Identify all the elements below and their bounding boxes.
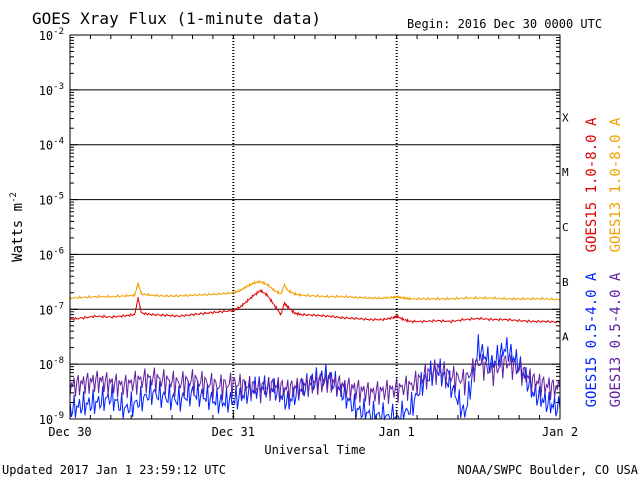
y-tick-base: 10 xyxy=(39,248,53,262)
legend-entry-2: GOES15 0.5-4.0 A xyxy=(584,272,600,407)
y-tick-base: 10 xyxy=(39,358,53,372)
y-tick-base: 10 xyxy=(39,84,53,98)
y-tick-exponent: -9 xyxy=(53,411,64,421)
y-axis-label: Watts m-2 xyxy=(9,192,26,262)
legend-entry-3: GOES13 0.5-4.0 A xyxy=(608,272,624,407)
y-tick-label: 10-3 xyxy=(39,82,64,98)
x-tick-label: Dec 30 xyxy=(48,425,91,439)
y-tick-exponent: -7 xyxy=(53,301,64,311)
legend-entry-1: GOES13 1.0-8.0 A xyxy=(608,117,624,252)
y-tick-label: 10-4 xyxy=(39,137,64,153)
series-line-3 xyxy=(69,353,561,406)
y-tick-label: 10-9 xyxy=(39,411,64,427)
footer-source: NOAA/SWPC Boulder, CO USA xyxy=(457,463,638,477)
y-tick-base: 10 xyxy=(39,139,53,153)
legend-entry-0: GOES15 1.0-8.0 A xyxy=(584,117,600,252)
begin-label: Begin: 2016 Dec 30 0000 UTC xyxy=(407,17,602,31)
y-axis-label-text: Watts m xyxy=(10,203,26,262)
y-tick-exponent: -5 xyxy=(53,192,64,202)
y-tick-exponent: -3 xyxy=(53,82,64,92)
y-tick-base: 10 xyxy=(39,29,53,43)
flare-class-label: M xyxy=(562,166,569,179)
y-axis-label-exponent: -2 xyxy=(9,192,19,203)
y-tick-base: 10 xyxy=(39,194,53,208)
flare-class-label: C xyxy=(562,221,569,234)
y-tick-label: 10-7 xyxy=(39,301,64,317)
x-tick-label: Jan 2 xyxy=(542,425,578,439)
y-tick-label: 10-2 xyxy=(39,27,64,43)
y-tick-exponent: -4 xyxy=(53,137,64,147)
y-tick-exponent: -8 xyxy=(53,356,64,366)
flare-class-label: X xyxy=(562,111,569,124)
y-tick-label: 10-8 xyxy=(39,356,64,372)
chart-title: GOES Xray Flux (1-minute data) xyxy=(32,9,321,28)
footer-updated: Updated 2017 Jan 1 23:59:12 UTC xyxy=(2,463,226,477)
y-tick-exponent: -6 xyxy=(53,246,64,256)
flare-class-label: A xyxy=(562,331,569,344)
series-line-1 xyxy=(69,279,560,301)
y-tick-base: 10 xyxy=(39,413,53,427)
x-tick-label: Dec 31 xyxy=(212,425,255,439)
y-tick-label: 10-5 xyxy=(39,192,64,208)
x-axis-label: Universal Time xyxy=(264,443,365,457)
y-tick-base: 10 xyxy=(39,303,53,317)
series-line-0 xyxy=(69,288,561,324)
flare-class-label: B xyxy=(562,276,569,289)
x-tick-label: Jan 1 xyxy=(379,425,415,439)
y-tick-exponent: -2 xyxy=(53,27,64,37)
y-tick-label: 10-6 xyxy=(39,246,64,262)
